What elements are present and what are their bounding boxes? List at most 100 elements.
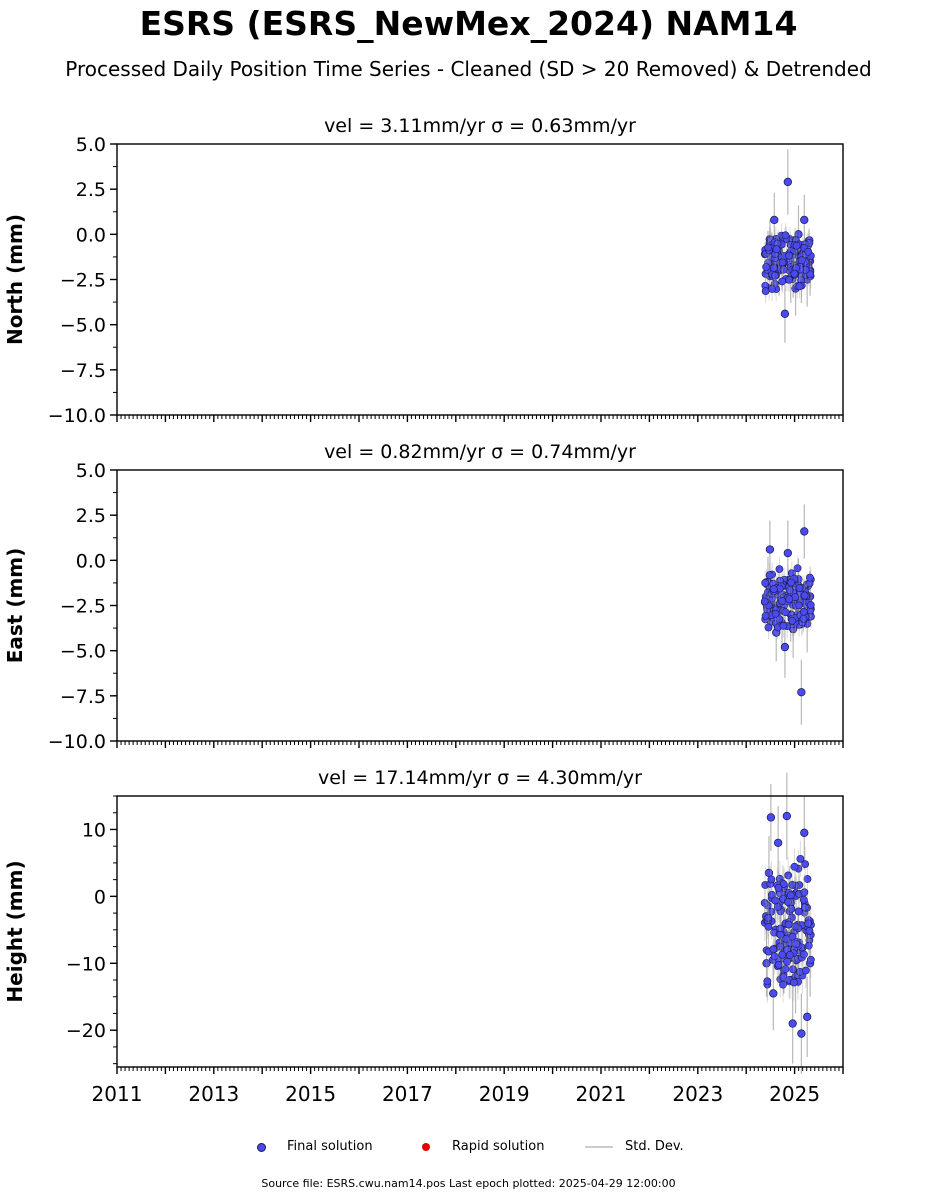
scatter-cloud-point <box>804 919 812 928</box>
scatter-cloud-point <box>779 980 787 989</box>
scatter-cloud-point <box>771 609 780 618</box>
scatter-cloud-point <box>767 875 776 884</box>
y-axis-label: North (mm) <box>3 214 27 345</box>
scatter-cloud-point <box>761 579 770 587</box>
scatter-cloud-point <box>801 860 810 869</box>
scatter-cloud-point <box>792 241 801 250</box>
y-tick-label: −7.5 <box>60 686 106 708</box>
scatter-cloud-point <box>803 875 812 883</box>
scatter-cloud-point <box>788 881 797 889</box>
panel-title: vel = 17.14mm/yr σ = 4.30mm/yr <box>318 767 642 789</box>
scatter-cloud-point <box>765 571 774 580</box>
scatter-cloud-point <box>795 601 803 610</box>
chart-subtitle: Processed Daily Position Time Series - C… <box>65 57 872 81</box>
scatter-cloud-point <box>806 573 814 582</box>
scatter-cloud-point <box>781 231 790 240</box>
scatter-cloud-point <box>781 608 790 617</box>
scatter-cloud-point <box>785 951 794 959</box>
scatter-cloud-point <box>790 978 798 987</box>
y-tick-label: −10.0 <box>48 731 106 753</box>
scatter-cloud-point <box>764 243 773 252</box>
scatter-cloud-point <box>776 930 785 939</box>
x-tick-label: 2019 <box>479 1082 530 1106</box>
y-tick-label: −5.0 <box>60 315 106 337</box>
data-point <box>803 1012 812 1021</box>
data-point <box>800 527 809 536</box>
scatter-cloud-point <box>764 913 773 922</box>
scatter-cloud-point <box>764 922 773 931</box>
scatter-cloud-point <box>801 966 810 975</box>
data-point <box>770 215 779 225</box>
scatter-cloud-point <box>787 578 796 587</box>
scatter-cloud-point <box>761 611 770 620</box>
x-tick-label: 2011 <box>92 1082 143 1106</box>
scatter-cloud-point <box>799 895 808 904</box>
scatter-cloud-point <box>776 942 785 951</box>
scatter-cloud-point <box>775 565 784 574</box>
scatter-cloud-point <box>771 271 780 280</box>
data-point <box>762 959 771 968</box>
scatter-cloud-point <box>800 888 809 897</box>
legend-final-label: Final solution <box>287 1139 373 1154</box>
scatter-cloud-point <box>804 247 813 256</box>
scatter-cloud-point <box>804 941 813 950</box>
y-tick-label: −10 <box>66 953 106 975</box>
y-tick-label: −7.5 <box>60 360 106 382</box>
y-tick-label: −10.0 <box>48 405 106 427</box>
scatter-cloud-point <box>764 623 773 632</box>
plot-frame <box>116 469 844 742</box>
scatter-cloud-point <box>784 920 793 929</box>
legend-rapid-label: Rapid solution <box>452 1139 545 1154</box>
data-point <box>780 309 790 318</box>
legend: Final solution Rapid solution Std. Dev. <box>0 1137 937 1157</box>
plot-frame <box>116 795 844 1068</box>
y-axis-label: East (mm) <box>3 548 27 664</box>
y-tick-label: 2.5 <box>76 179 106 201</box>
data-point <box>780 642 790 652</box>
data-point <box>800 828 809 837</box>
scatter-cloud-point <box>797 256 806 265</box>
scatter-cloud-point <box>799 607 808 616</box>
scatter-cloud-point <box>795 584 804 592</box>
scatter-cloud-point <box>785 275 794 284</box>
scatter-cloud-point <box>789 965 797 974</box>
y-tick-label: 0.0 <box>76 550 106 572</box>
scatter-cloud-point <box>767 907 776 916</box>
scatter-cloud-point <box>800 950 808 959</box>
scatter-cloud-point <box>787 904 796 913</box>
y-tick-label: −5.0 <box>60 641 106 663</box>
scatter-cloud-point <box>800 903 809 912</box>
scatter-cloud-point <box>775 615 784 623</box>
scatter-cloud-point <box>788 932 797 941</box>
scatter-cloud-point <box>762 263 771 271</box>
data-point <box>782 811 792 821</box>
scatter-cloud-point <box>806 955 815 964</box>
scatter-cloud-point <box>784 898 792 906</box>
scatter-cloud-point <box>760 597 769 606</box>
scatter-cloud-point <box>795 282 804 291</box>
scatter-cloud-point <box>785 251 794 260</box>
scatter-cloud-point <box>806 270 815 279</box>
scatter-cloud-point <box>760 899 769 907</box>
scatter-cloud-point <box>772 245 781 254</box>
data-point <box>766 813 776 822</box>
scatter-cloud-point <box>767 890 776 899</box>
scatter-cloud-point <box>806 601 815 609</box>
scatter-cloud-point <box>786 891 795 900</box>
scatter-cloud-point <box>778 277 787 286</box>
x-tick-label: 2015 <box>285 1082 336 1106</box>
y-tick-label: −2.5 <box>60 596 106 618</box>
data-point <box>769 989 778 998</box>
std-dev-line <box>585 1146 613 1148</box>
scatter-cloud-point <box>783 957 791 966</box>
scatter-cloud-point <box>790 862 799 871</box>
x-tick-label: 2021 <box>576 1082 627 1106</box>
scatter-cloud-point <box>805 927 814 935</box>
data-point <box>783 548 792 558</box>
source-footer: Source file: ESRS.cwu.nam14.pos Last epo… <box>261 1177 676 1190</box>
x-tick-label: 2013 <box>188 1082 239 1106</box>
scatter-cloud-point <box>769 585 778 593</box>
y-tick-label: −2.5 <box>60 270 106 292</box>
x-tick-label: 2017 <box>382 1082 433 1106</box>
scatter-cloud-point <box>792 940 801 949</box>
